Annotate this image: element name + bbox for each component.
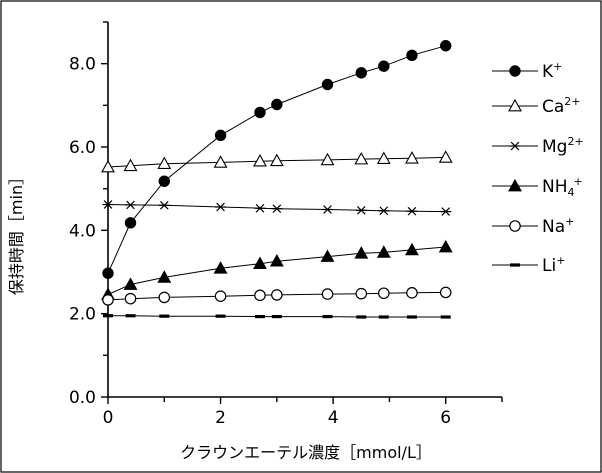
data-point xyxy=(253,256,267,270)
data-point xyxy=(157,270,172,283)
data-point xyxy=(354,246,369,259)
legend-marker xyxy=(508,98,522,112)
data-point xyxy=(102,294,114,306)
data-point xyxy=(215,202,227,212)
data-point xyxy=(322,205,334,214)
data-point xyxy=(438,239,453,253)
data-point xyxy=(440,315,451,319)
data-point xyxy=(213,261,228,274)
data-point xyxy=(101,159,115,173)
legend-label: NH4+ xyxy=(542,175,583,199)
data-point xyxy=(215,314,226,318)
data-point xyxy=(124,292,137,305)
data-point xyxy=(102,200,114,209)
data-point xyxy=(320,249,335,262)
legend-item: Li+ xyxy=(492,254,565,276)
x-tick-label: 4 xyxy=(328,408,339,428)
data-point xyxy=(271,204,283,213)
data-point xyxy=(376,245,391,258)
data-point xyxy=(271,289,283,301)
y-tick-label: 2.0 xyxy=(69,305,96,325)
data-point xyxy=(254,314,265,319)
data-point xyxy=(269,153,284,167)
legend-item: Na+ xyxy=(492,215,574,237)
data-point xyxy=(123,277,138,290)
data-point xyxy=(322,314,333,319)
data-point xyxy=(439,286,452,299)
legend-label: Na+ xyxy=(542,215,574,237)
x-tick-label: 6 xyxy=(440,408,451,428)
data-point xyxy=(158,291,171,304)
data-point xyxy=(376,151,391,165)
data-point xyxy=(378,60,390,72)
data-point xyxy=(271,314,282,319)
data-point xyxy=(125,314,136,318)
legend-marker xyxy=(509,141,521,151)
data-point xyxy=(123,158,138,172)
data-point xyxy=(254,106,266,119)
data-point xyxy=(355,67,367,79)
x-tick-label: 2 xyxy=(215,408,226,428)
data-point xyxy=(440,207,452,216)
y-tick-label: 4.0 xyxy=(69,221,96,241)
chart-axes: 0 2 4 6 0.0 2.0 4.0 6.0 8.0 xyxy=(69,21,503,428)
legend-marker xyxy=(508,178,522,192)
data-point xyxy=(438,150,453,163)
data-point xyxy=(213,155,228,168)
legend-label: Ca2+ xyxy=(542,95,581,117)
data-point xyxy=(254,203,266,213)
legend-item: K+ xyxy=(492,60,562,82)
data-point xyxy=(355,287,368,300)
data-point xyxy=(158,201,170,210)
x-axis-label: クラウンエーテル濃度［mmol/L］ xyxy=(180,443,432,462)
data-point xyxy=(124,217,137,229)
data-point xyxy=(253,154,267,167)
legend-marker xyxy=(509,220,521,232)
data-point xyxy=(254,289,266,302)
legend-label: K+ xyxy=(542,60,562,82)
data-point xyxy=(125,200,137,210)
data-point xyxy=(378,315,389,319)
y-tick-label: 8.0 xyxy=(69,55,96,75)
legend-marker xyxy=(510,263,520,267)
legend-item: Ca2+ xyxy=(492,95,581,117)
legend-marker xyxy=(509,65,521,77)
data-point xyxy=(406,49,418,62)
chart-marks xyxy=(101,40,453,319)
data-point xyxy=(269,254,284,267)
data-point xyxy=(214,129,227,142)
data-point xyxy=(354,151,369,165)
data-point xyxy=(157,156,172,170)
legend-item: Mg2+ xyxy=(492,135,584,157)
data-point xyxy=(102,267,114,279)
data-point xyxy=(377,287,390,300)
data-point xyxy=(440,40,452,52)
legend-item: NH4+ xyxy=(492,175,583,199)
data-point xyxy=(406,287,418,299)
data-point xyxy=(321,288,334,300)
data-point xyxy=(378,206,390,216)
data-point xyxy=(406,315,417,319)
data-point xyxy=(214,290,227,302)
chart-legend: K+ Ca2+ Mg2+ NH4+ Na+ Li+ xyxy=(492,60,584,276)
data-point xyxy=(405,151,419,164)
legend-label: Li+ xyxy=(542,254,565,276)
data-point xyxy=(356,315,367,319)
data-point xyxy=(159,314,170,318)
data-point xyxy=(405,242,419,256)
y-tick-label: 0.0 xyxy=(69,388,96,408)
y-axis-label: 保持時間［min］ xyxy=(7,169,26,295)
data-point xyxy=(321,78,334,91)
data-point xyxy=(320,152,335,166)
data-point xyxy=(271,98,283,111)
legend-label: Mg2+ xyxy=(542,135,584,157)
data-point xyxy=(158,175,170,187)
data-point xyxy=(406,206,418,216)
x-tick-label: 0 xyxy=(103,408,114,428)
y-tick-label: 6.0 xyxy=(69,138,96,158)
data-point xyxy=(103,314,113,318)
data-point xyxy=(355,206,367,215)
